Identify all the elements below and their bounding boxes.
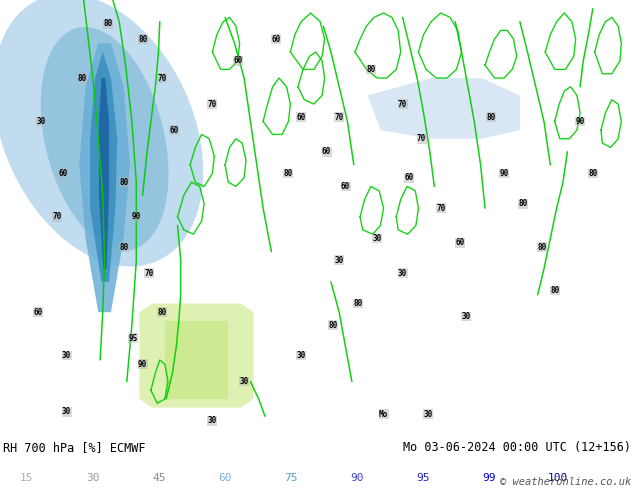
Text: 60: 60 (404, 173, 413, 182)
Text: 30: 30 (62, 408, 71, 416)
Text: Mo 03-06-2024 00:00 UTC (12+156): Mo 03-06-2024 00:00 UTC (12+156) (403, 441, 631, 454)
Text: 80: 80 (284, 169, 293, 178)
Text: 90: 90 (500, 169, 508, 178)
Text: 90: 90 (576, 117, 585, 126)
Ellipse shape (41, 27, 169, 250)
Text: 80: 80 (328, 321, 337, 330)
Text: 80: 80 (138, 34, 147, 44)
Text: 60: 60 (341, 182, 350, 191)
Text: 80: 80 (366, 65, 375, 74)
Text: 45: 45 (152, 473, 165, 483)
Text: 30: 30 (398, 269, 407, 278)
Text: 30: 30 (208, 416, 217, 425)
Text: 80: 80 (487, 113, 496, 122)
Text: 60: 60 (218, 473, 231, 483)
Text: 60: 60 (455, 238, 464, 247)
Text: 70: 70 (145, 269, 153, 278)
Text: © weatheronline.co.uk: © weatheronline.co.uk (500, 477, 631, 487)
Text: 70: 70 (157, 74, 166, 82)
Polygon shape (79, 44, 130, 312)
Text: 99: 99 (482, 473, 496, 483)
Text: 30: 30 (62, 351, 71, 360)
Text: 80: 80 (519, 199, 527, 208)
Text: 100: 100 (548, 473, 568, 483)
Text: 30: 30 (462, 312, 470, 321)
Text: 70: 70 (436, 204, 445, 213)
Text: 60: 60 (34, 308, 42, 317)
Text: 70: 70 (417, 134, 426, 143)
Text: 70: 70 (335, 113, 344, 122)
Text: 80: 80 (354, 299, 363, 308)
Text: 60: 60 (59, 169, 68, 178)
Text: 75: 75 (284, 473, 297, 483)
Text: 15: 15 (20, 473, 34, 483)
Text: 80: 80 (157, 308, 166, 317)
Polygon shape (368, 78, 520, 139)
Text: 60: 60 (322, 147, 331, 156)
Text: 80: 80 (119, 178, 128, 187)
Text: 90: 90 (138, 360, 147, 369)
Text: 60: 60 (297, 113, 306, 122)
Text: 80: 80 (78, 74, 87, 82)
Polygon shape (99, 78, 109, 269)
Text: 60: 60 (233, 56, 242, 65)
Text: 70: 70 (53, 212, 61, 221)
Text: 95: 95 (129, 334, 138, 343)
Text: 30: 30 (240, 377, 249, 386)
Text: 30: 30 (86, 473, 100, 483)
Text: 60: 60 (170, 125, 179, 135)
Polygon shape (90, 52, 117, 282)
Text: 80: 80 (119, 243, 128, 252)
Polygon shape (139, 304, 254, 408)
Text: 70: 70 (208, 99, 217, 109)
Text: 60: 60 (271, 34, 280, 44)
Ellipse shape (0, 0, 204, 267)
Polygon shape (165, 321, 228, 399)
Text: 30: 30 (335, 256, 344, 265)
Text: 30: 30 (424, 410, 432, 418)
Text: 95: 95 (416, 473, 429, 483)
Text: Mo: Mo (379, 410, 388, 418)
Text: 80: 80 (588, 169, 597, 178)
Text: 90: 90 (132, 212, 141, 221)
Text: 80: 80 (550, 286, 559, 295)
Text: 30: 30 (37, 117, 46, 126)
Text: 70: 70 (398, 99, 407, 109)
Text: 80: 80 (103, 19, 112, 28)
Text: RH 700 hPa [%] ECMWF: RH 700 hPa [%] ECMWF (3, 441, 145, 454)
Text: 30: 30 (373, 234, 382, 243)
Text: 90: 90 (350, 473, 363, 483)
Text: 30: 30 (297, 351, 306, 360)
Text: 80: 80 (538, 243, 547, 252)
